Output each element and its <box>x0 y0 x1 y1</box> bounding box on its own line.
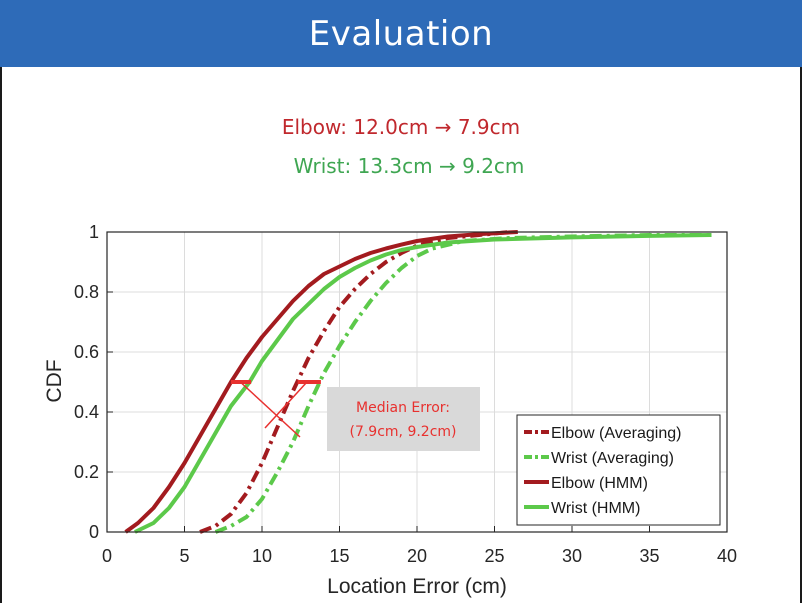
slide-left-border <box>0 67 2 603</box>
median-marker-layer <box>231 380 321 438</box>
x-tick-label: 0 <box>102 546 112 566</box>
y-tick-label: 0.4 <box>74 402 99 422</box>
annotation-line2: (7.9cm, 9.2cm) <box>349 424 456 440</box>
y-tick-label: 0.6 <box>74 342 99 362</box>
slide-title: Evaluation <box>308 13 494 54</box>
legend-label-3: Wrist (HMM) <box>551 500 640 517</box>
annotation-box <box>327 387 480 451</box>
y-tick-label: 1 <box>89 222 99 242</box>
x-tick-label: 10 <box>252 546 272 566</box>
wrist-summary: Wrist: 13.3cm → 9.2cm <box>293 154 525 178</box>
legend: Elbow (Averaging) Wrist (Averaging) Elbow … <box>516 414 721 526</box>
legend-label-1: Wrist (Averaging) <box>551 450 674 467</box>
annotation-line1: Median Error: <box>356 400 450 416</box>
x-tick-label: 35 <box>639 546 659 566</box>
slide-right-border <box>800 67 802 603</box>
legend-label-2: Elbow (HMM) <box>551 475 648 492</box>
slide-title-bar: Evaluation <box>0 0 802 67</box>
legend-label-0: Elbow (Averaging) <box>551 425 681 442</box>
x-tick-label: 20 <box>407 546 427 566</box>
x-tick-label: 15 <box>329 546 349 566</box>
y-tick-label: 0.2 <box>74 462 99 482</box>
axes-frame <box>106 231 728 533</box>
x-tick-label: 30 <box>562 546 582 566</box>
series-line-3 <box>134 233 712 534</box>
median-annotation: Median Error: (7.9cm, 9.2cm) <box>327 387 480 451</box>
x-axis-title: Location Error (cm) <box>327 575 507 598</box>
y-tick-label: 0.8 <box>74 282 99 302</box>
x-tick-label: 5 <box>179 546 189 566</box>
series-line-2 <box>124 230 518 534</box>
annotation-pointer-1 <box>264 381 308 429</box>
series-layer <box>124 230 712 534</box>
cdf-chart: 0 5 10 15 20 25 30 35 40 0 0.2 0.4 0.6 0.8 1 Location … <box>43 222 737 598</box>
annotation-pointer-0 <box>239 381 301 438</box>
tick-labels: 0 5 10 15 20 25 30 35 40 0 0.2 0.4 0.6 0.8 1 <box>74 222 737 566</box>
legend-box <box>516 414 721 526</box>
y-tick-label: 0 <box>89 522 99 542</box>
elbow-summary: Elbow: 12.0cm → 7.9cm <box>281 115 521 139</box>
y-axis-title: CDF <box>43 359 66 402</box>
x-tick-label: 25 <box>484 546 504 566</box>
x-tick-label: 40 <box>717 546 737 566</box>
